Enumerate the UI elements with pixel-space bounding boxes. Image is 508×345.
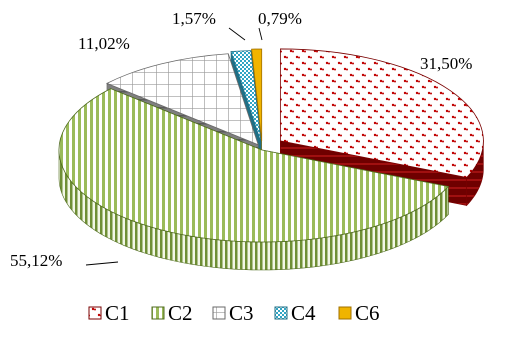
legend-swatch-c2 (151, 306, 165, 320)
legend-swatch-c3 (212, 306, 226, 320)
slice-c3 (105, 53, 259, 146)
pie-slice-tops (58, 48, 484, 243)
legend-label-c3: C3 (229, 301, 254, 325)
slice-c2 (58, 88, 450, 243)
label-leader-lines (85, 27, 263, 266)
legend: C1 C2 C3 C4 C6 (88, 301, 380, 325)
leader-line-c2 (85, 261, 119, 266)
legend-swatch-c4 (274, 306, 288, 320)
slice-c4 (230, 50, 262, 143)
legend-swatch-c1 (88, 306, 102, 320)
leader-line-c4 (228, 27, 246, 41)
data-label-c1: 31,50% (420, 54, 472, 73)
legend-label-c6: C6 (355, 301, 380, 325)
leader-line-c6 (258, 27, 263, 41)
slice-c6 (251, 48, 263, 142)
legend-label-c2: C2 (168, 301, 193, 325)
legend-label-c1: C1 (105, 301, 130, 325)
legend-swatch-c6 (338, 306, 352, 320)
data-label-c3: 11,02% (78, 34, 130, 53)
legend-label-c4: C4 (291, 301, 316, 325)
data-label-c4: 1,57% (172, 9, 216, 28)
data-label-c6: 0,79% (258, 9, 302, 28)
slice-c1 (279, 48, 484, 178)
data-label-c2: 55,12% (10, 251, 62, 270)
data-labels: 31,50% 55,12% 11,02% 1,57% 0,79% (10, 9, 472, 270)
